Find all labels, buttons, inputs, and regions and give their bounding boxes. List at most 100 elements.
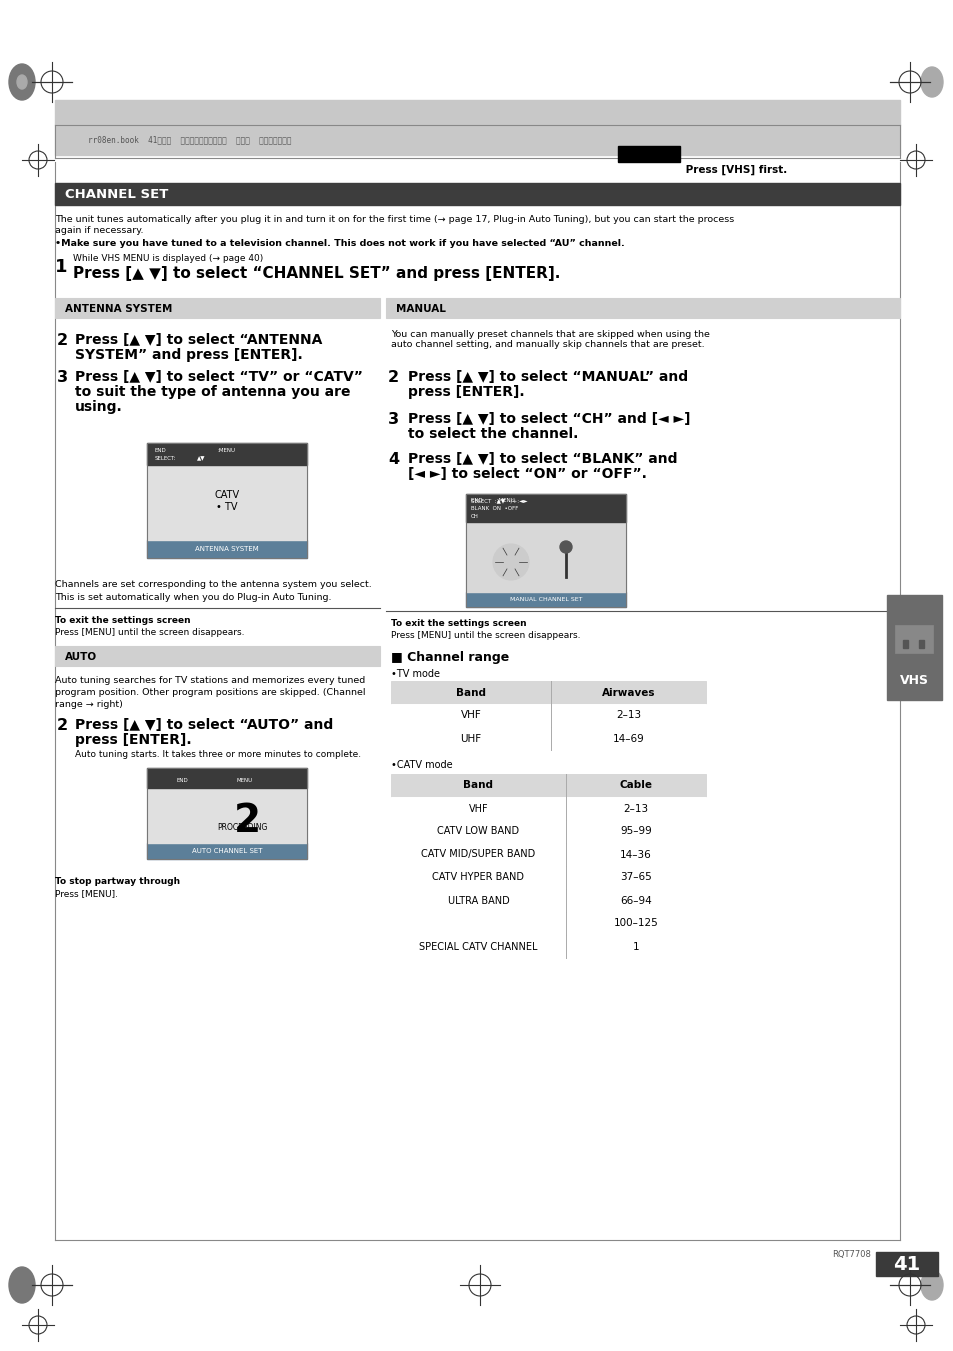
Text: To exit the settings screen: To exit the settings screen xyxy=(55,616,191,626)
Text: Channels are set corresponding to the antenna system you select.: Channels are set corresponding to the an… xyxy=(55,580,372,589)
Ellipse shape xyxy=(17,76,27,89)
Text: Press [▲ ▼] to select “ANTENNA: Press [▲ ▼] to select “ANTENNA xyxy=(75,332,322,347)
Text: •Make sure you have tuned to a television channel. This does not work if you hav: •Make sure you have tuned to a televisio… xyxy=(55,239,624,249)
Text: Press [▲ ▼] to select “CHANNEL SET” and press [ENTER].: Press [▲ ▼] to select “CHANNEL SET” and … xyxy=(73,266,559,281)
Text: to suit the type of antenna you are: to suit the type of antenna you are xyxy=(75,385,350,399)
Text: PROCEEDING: PROCEEDING xyxy=(216,824,267,832)
Bar xyxy=(465,521,625,592)
Text: To stop partway through: To stop partway through xyxy=(55,877,180,886)
Text: CATV: CATV xyxy=(214,489,239,500)
Bar xyxy=(391,704,705,727)
Text: 3: 3 xyxy=(57,370,68,385)
Text: CHANNEL SET: CHANNEL SET xyxy=(65,189,168,201)
Text: 41: 41 xyxy=(892,1255,920,1274)
Bar xyxy=(147,788,307,843)
Text: range → right): range → right) xyxy=(55,700,123,709)
Circle shape xyxy=(493,544,529,580)
Text: 2: 2 xyxy=(233,801,260,839)
Text: Press [MENU] until the screen disappears.: Press [MENU] until the screen disappears… xyxy=(55,628,244,638)
Text: CATV MID/SUPER BAND: CATV MID/SUPER BAND xyxy=(421,850,535,859)
Text: END: END xyxy=(154,449,167,454)
Ellipse shape xyxy=(920,68,942,97)
Text: press [ENTER].: press [ENTER]. xyxy=(75,734,192,747)
Text: END        :MENU: END :MENU xyxy=(471,497,515,503)
Text: Remember: Remember xyxy=(621,166,676,174)
Text: 95–99: 95–99 xyxy=(619,827,651,836)
Text: 66–94: 66–94 xyxy=(619,896,651,905)
Text: 100–125: 100–125 xyxy=(613,919,658,928)
Bar xyxy=(55,100,899,155)
Text: CATV HYPER BAND: CATV HYPER BAND xyxy=(432,873,524,882)
Text: BLANK  ON  •OFF: BLANK ON •OFF xyxy=(471,505,517,511)
Bar xyxy=(894,626,932,653)
Bar xyxy=(391,935,705,958)
Text: Press [VHS] first.: Press [VHS] first. xyxy=(681,165,786,176)
Bar xyxy=(386,299,899,317)
Text: AUTO: AUTO xyxy=(65,653,97,662)
Text: VHF: VHF xyxy=(460,711,481,720)
Bar xyxy=(918,640,923,648)
Bar xyxy=(391,774,705,797)
Text: Press [▲ ▼] to select “MANUAL” and: Press [▲ ▼] to select “MANUAL” and xyxy=(408,370,687,384)
Text: END: END xyxy=(177,778,189,784)
Text: Band: Band xyxy=(456,688,485,697)
Text: to select the channel.: to select the channel. xyxy=(408,427,578,440)
Text: UHF: UHF xyxy=(460,734,481,743)
Text: 4: 4 xyxy=(388,453,398,467)
Text: This is set automatically when you do Plug-in Auto Tuning.: This is set automatically when you do Pl… xyxy=(55,593,331,603)
Text: 1: 1 xyxy=(55,258,68,276)
Text: Press [▲ ▼] to select “CH” and [◄ ►]: Press [▲ ▼] to select “CH” and [◄ ►] xyxy=(408,412,690,426)
Ellipse shape xyxy=(920,1270,942,1300)
Text: Airwaves: Airwaves xyxy=(601,688,655,697)
Text: AUTO CHANNEL SET: AUTO CHANNEL SET xyxy=(192,848,262,854)
Bar xyxy=(55,182,899,205)
Text: press [ENTER].: press [ENTER]. xyxy=(408,385,524,399)
Text: 2–13: 2–13 xyxy=(622,804,648,813)
Text: rr08en.book  41ページ  ２００４年２月１４日  土曜日  午後３時２４分: rr08en.book 41ページ ２００４年２月１４日 土曜日 午後３時２４分 xyxy=(88,135,292,145)
Text: •CATV mode: •CATV mode xyxy=(391,761,452,770)
Text: Auto tuning searches for TV stations and memorizes every tuned: Auto tuning searches for TV stations and… xyxy=(55,676,365,685)
Text: SYSTEM” and press [ENTER].: SYSTEM” and press [ENTER]. xyxy=(75,349,302,362)
Text: MANUAL CHANNEL SET: MANUAL CHANNEL SET xyxy=(509,597,581,603)
Bar xyxy=(147,767,307,859)
Text: program position. Other program positions are skipped. (Channel: program position. Other program position… xyxy=(55,688,365,697)
Text: CATV LOW BAND: CATV LOW BAND xyxy=(437,827,519,836)
Text: :MENU: :MENU xyxy=(216,449,234,454)
Bar xyxy=(618,146,679,162)
Text: 1: 1 xyxy=(632,942,639,951)
Text: 2: 2 xyxy=(57,332,68,349)
Bar xyxy=(886,594,941,700)
Bar xyxy=(147,540,307,558)
Bar xyxy=(55,646,379,666)
Text: CH: CH xyxy=(471,515,478,520)
Bar xyxy=(391,843,705,866)
Bar xyxy=(147,767,307,788)
Text: ▲▼: ▲▼ xyxy=(196,457,205,462)
Bar xyxy=(147,443,307,558)
Text: While VHS MENU is displayed (→ page 40): While VHS MENU is displayed (→ page 40) xyxy=(73,254,263,263)
Text: ANTENNA SYSTEM: ANTENNA SYSTEM xyxy=(195,546,258,553)
Bar xyxy=(391,889,705,912)
Bar xyxy=(147,843,307,859)
Bar xyxy=(391,912,705,935)
Text: 2: 2 xyxy=(388,370,398,385)
Text: Press [MENU].: Press [MENU]. xyxy=(55,889,118,898)
Text: Press [▲ ▼] to select “BLANK” and: Press [▲ ▼] to select “BLANK” and xyxy=(408,453,677,466)
Bar xyxy=(391,797,705,820)
Bar xyxy=(391,681,705,704)
Text: SELECT:: SELECT: xyxy=(154,457,176,462)
Text: 2: 2 xyxy=(57,717,68,734)
Ellipse shape xyxy=(9,1267,35,1302)
Text: again if necessary.: again if necessary. xyxy=(55,226,143,235)
Text: MENU: MENU xyxy=(236,778,253,784)
Text: • TV: • TV xyxy=(216,503,237,512)
Text: MANUAL: MANUAL xyxy=(395,304,445,313)
Text: SPECIAL CATV CHANNEL: SPECIAL CATV CHANNEL xyxy=(418,942,537,951)
Text: Press [MENU] until the screen disappears.: Press [MENU] until the screen disappears… xyxy=(391,631,579,640)
Bar xyxy=(465,494,625,607)
Text: VHF: VHF xyxy=(468,804,488,813)
Text: 37–65: 37–65 xyxy=(619,873,651,882)
Text: 14–69: 14–69 xyxy=(612,734,643,743)
Bar xyxy=(55,299,379,317)
Text: ■ Channel range: ■ Channel range xyxy=(391,651,509,663)
